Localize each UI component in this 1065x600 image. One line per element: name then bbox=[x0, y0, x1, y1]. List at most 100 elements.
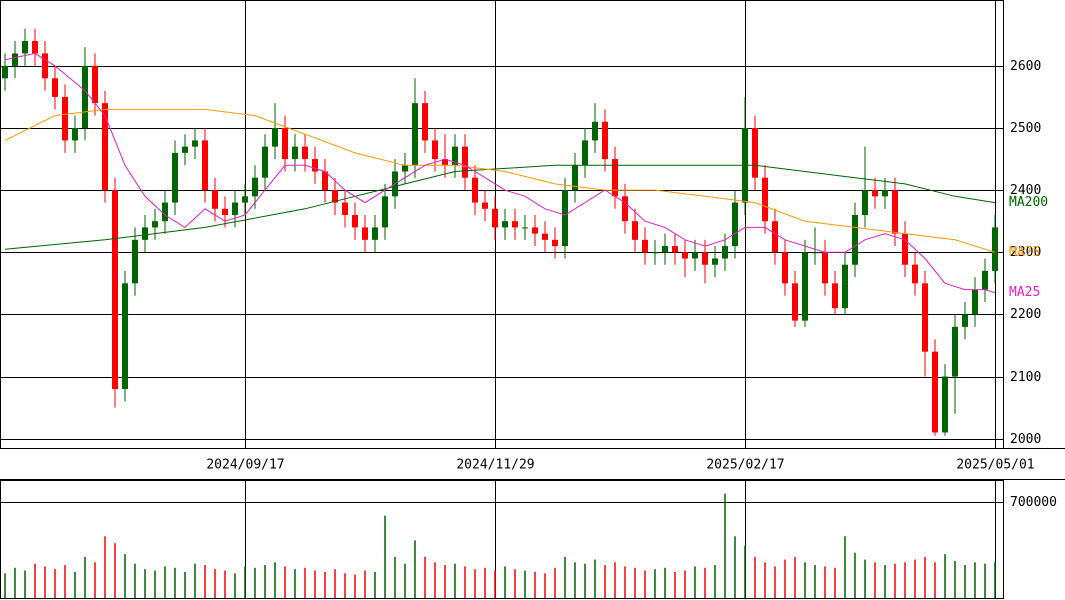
volume-bar bbox=[694, 566, 696, 598]
candle-body bbox=[362, 227, 368, 240]
volume-bar bbox=[64, 565, 66, 598]
candle-body bbox=[132, 239, 138, 284]
candle-body bbox=[982, 270, 988, 290]
volume-bar bbox=[494, 570, 496, 598]
volume-bar bbox=[504, 566, 506, 598]
volume-bar bbox=[654, 569, 656, 598]
volume-bar bbox=[274, 562, 276, 598]
candle-body bbox=[762, 177, 768, 222]
volume-bar bbox=[904, 562, 906, 598]
candle-body bbox=[212, 190, 218, 209]
volume-bar bbox=[84, 556, 86, 598]
candle-body bbox=[182, 146, 188, 153]
volume-bar bbox=[804, 562, 806, 598]
volume-bar bbox=[34, 563, 36, 598]
volume-bar bbox=[544, 573, 546, 598]
volume-bar bbox=[844, 536, 846, 598]
candle-body bbox=[542, 233, 548, 240]
candle-body bbox=[12, 53, 18, 66]
volume-bar bbox=[944, 554, 946, 598]
candle-body bbox=[282, 128, 288, 160]
candle-body bbox=[272, 128, 278, 147]
volume-bar bbox=[344, 573, 346, 598]
volume-bar bbox=[424, 556, 426, 598]
volume-bar bbox=[564, 556, 566, 598]
candle-body bbox=[62, 96, 68, 141]
volume-bar bbox=[884, 565, 886, 598]
candle-body bbox=[612, 159, 618, 197]
candle-body bbox=[922, 283, 928, 352]
volume-bar bbox=[54, 569, 56, 598]
volume-bar bbox=[444, 565, 446, 598]
candle-body bbox=[952, 326, 958, 377]
candle-body bbox=[722, 246, 728, 259]
candle-body bbox=[42, 53, 48, 79]
y-tick-label: 2100 bbox=[1010, 370, 1041, 385]
volume-bar bbox=[284, 566, 286, 598]
volume-bar bbox=[764, 562, 766, 598]
volume-bar bbox=[434, 562, 436, 598]
candle-body bbox=[702, 252, 708, 265]
candle-body bbox=[202, 140, 208, 191]
ma-label: MA25 bbox=[1009, 285, 1040, 300]
volume-bar bbox=[114, 543, 116, 598]
candle-body bbox=[872, 190, 878, 197]
x-tick-label: 2024/11/29 bbox=[456, 458, 534, 473]
volume-bar bbox=[674, 571, 676, 598]
candle-body bbox=[342, 202, 348, 215]
candle-body bbox=[602, 121, 608, 160]
candle-body bbox=[482, 202, 488, 209]
volume-bar bbox=[154, 570, 156, 598]
volume-bar bbox=[404, 563, 406, 598]
candle-body bbox=[862, 190, 868, 215]
candle-body bbox=[172, 152, 178, 203]
volume-bar bbox=[534, 571, 536, 598]
candle-body bbox=[562, 190, 568, 247]
volume-bar bbox=[464, 566, 466, 598]
volume-bar bbox=[294, 569, 296, 598]
volume-bar bbox=[554, 567, 556, 598]
volume-bar bbox=[814, 565, 816, 598]
candle-body bbox=[902, 233, 908, 265]
volume-bar bbox=[214, 569, 216, 598]
volume-bar bbox=[624, 566, 626, 598]
volume-bar bbox=[394, 556, 396, 598]
volume-bar bbox=[484, 567, 486, 598]
candle-body bbox=[582, 140, 588, 166]
candle-body bbox=[22, 41, 28, 54]
candle-body bbox=[782, 252, 788, 284]
volume-bar bbox=[934, 562, 936, 598]
candle-body bbox=[882, 190, 888, 197]
candle-body bbox=[452, 146, 458, 166]
volume-bar bbox=[774, 566, 776, 598]
candle-body bbox=[552, 239, 558, 247]
candle-body bbox=[652, 252, 658, 254]
volume-bar bbox=[984, 563, 986, 598]
volume-bar bbox=[134, 563, 136, 598]
candle-body bbox=[962, 314, 968, 327]
candle-body bbox=[512, 221, 518, 228]
volume-bar bbox=[994, 562, 996, 598]
candle-body bbox=[82, 65, 88, 128]
volume-bar bbox=[684, 570, 686, 598]
volume-bar bbox=[144, 569, 146, 598]
candle-body bbox=[502, 221, 508, 228]
volume-bar bbox=[744, 545, 746, 598]
candle-body bbox=[352, 214, 358, 228]
candle-body bbox=[242, 196, 248, 203]
candle-body bbox=[522, 227, 528, 229]
volume-bar bbox=[784, 559, 786, 598]
volume-bar bbox=[964, 565, 966, 598]
volume-bar bbox=[334, 569, 336, 598]
y-tick-label: 2200 bbox=[1010, 307, 1041, 322]
candle-body bbox=[692, 252, 698, 259]
x-tick-label: 2025/05/01 bbox=[956, 458, 1034, 473]
candle-body bbox=[632, 221, 638, 240]
candle-body bbox=[422, 103, 428, 141]
candle-body bbox=[372, 227, 378, 240]
volume-bar bbox=[724, 493, 726, 598]
candle-body bbox=[102, 103, 108, 191]
volume-bar bbox=[454, 563, 456, 598]
candle-body bbox=[792, 283, 798, 321]
candle-body bbox=[672, 246, 678, 253]
